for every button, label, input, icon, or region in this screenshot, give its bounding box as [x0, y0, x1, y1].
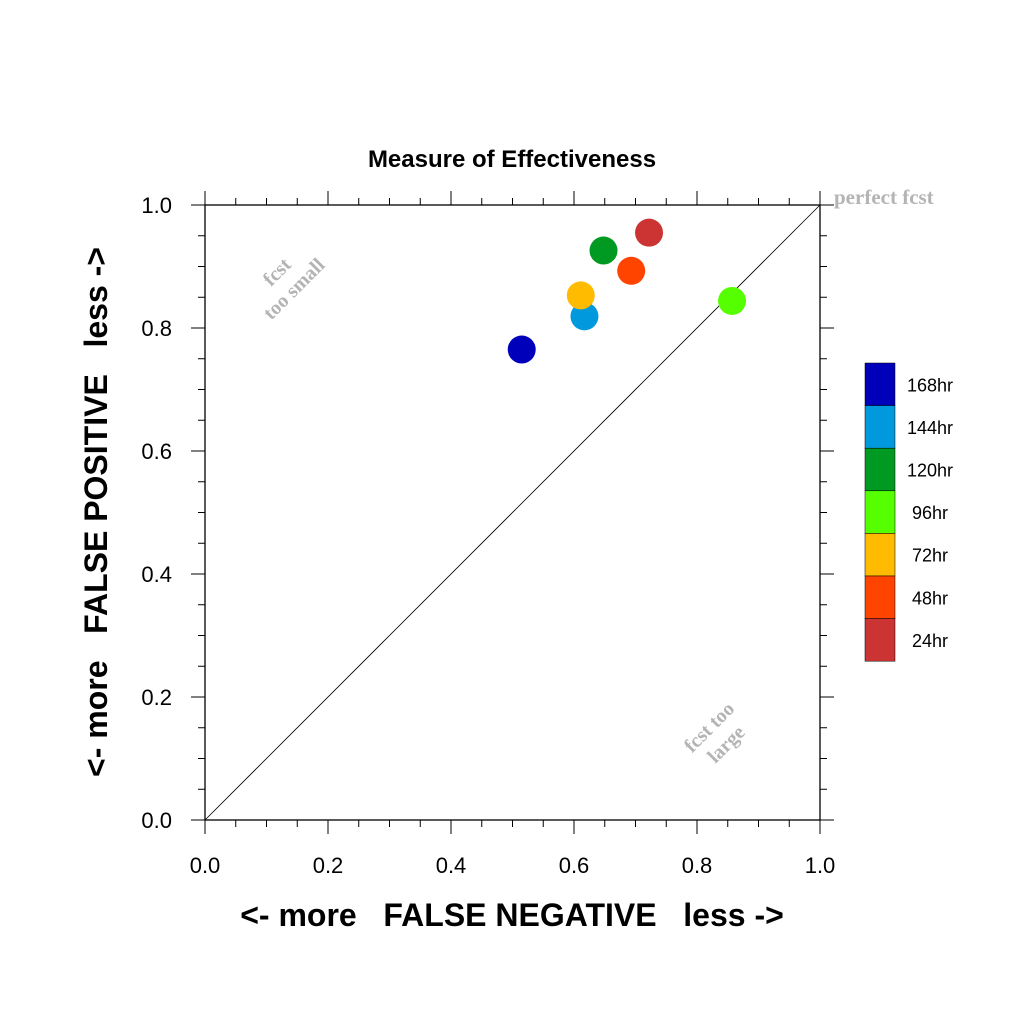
annotation-too-large: fcst too large	[680, 698, 750, 768]
annotation-too-small: fcst too small	[259, 254, 330, 325]
y-tick-label: 0.2	[141, 685, 172, 710]
diagonal-segment	[204, 204, 821, 821]
data-point-168hr	[507, 335, 536, 364]
chart-title: Measure of Effectiveness	[368, 146, 656, 173]
annotation-perfect-fcst: perfect fcst	[834, 185, 934, 209]
legend-swatch-96hr	[864, 490, 896, 534]
data-point-120hr	[589, 236, 618, 265]
y-tick-label: 0.0	[141, 808, 172, 833]
legend-swatch-168hr	[864, 362, 896, 406]
y-axis-label: <- more FALSE POSITIVE less ->	[78, 247, 114, 777]
data-point-72hr	[566, 281, 595, 310]
legend-label-96hr: 96hr	[912, 503, 948, 523]
legend-label-48hr: 48hr	[912, 588, 948, 608]
legend-swatch-120hr	[864, 447, 896, 492]
axis-ticks	[191, 191, 834, 834]
data-point-48hr	[617, 256, 646, 285]
legend-label-72hr: 72hr	[912, 546, 948, 566]
y-tick-label: 0.4	[141, 562, 172, 587]
x-axis-label: <- more FALSE NEGATIVE less ->	[240, 897, 784, 933]
legend-label-144hr: 144hr	[907, 418, 953, 438]
y-tick-label: 0.8	[141, 316, 172, 341]
x-tick-label: 0.0	[190, 853, 221, 878]
data-points	[507, 218, 747, 364]
x-tick-label: 0.8	[682, 853, 713, 878]
axis-tick-labels: 0.0 0.2 0.4 0.6 0.8 1.0 0.0 0.2 0.4 0.6 0.8 1.0	[141, 193, 835, 878]
x-tick-label: 0.4	[436, 853, 467, 878]
x-tick-label: 0.6	[559, 853, 590, 878]
diagonal-line	[204, 204, 821, 821]
legend-swatch-48hr	[864, 575, 896, 619]
legend: 168hr 144hr 120hr 96hr 72hr 48hr 24hr	[864, 362, 953, 662]
legend-label-24hr: 24hr	[912, 631, 948, 651]
data-point-96hr	[718, 286, 747, 315]
legend-swatch-144hr	[864, 405, 896, 449]
legend-swatch-24hr	[864, 618, 896, 662]
x-tick-label: 0.2	[313, 853, 344, 878]
legend-swatch-72hr	[864, 533, 896, 577]
y-tick-label: 0.6	[141, 439, 172, 464]
data-point-144hr	[570, 302, 599, 331]
y-tick-label: 1.0	[141, 193, 172, 218]
data-point-24hr	[635, 218, 664, 247]
legend-label-120hr: 120hr	[907, 461, 953, 481]
x-tick-label: 1.0	[805, 853, 836, 878]
legend-label-168hr: 168hr	[907, 375, 953, 395]
